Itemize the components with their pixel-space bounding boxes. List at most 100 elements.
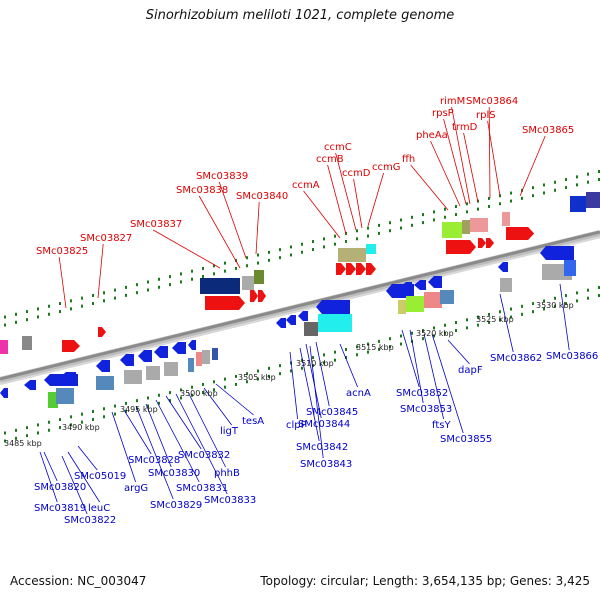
gene-block xyxy=(56,388,74,404)
gene-block xyxy=(242,276,254,290)
forward-leader-line xyxy=(353,178,363,229)
tick-mark xyxy=(422,221,424,225)
tick-mark xyxy=(92,301,94,305)
tick-mark xyxy=(301,366,303,370)
forward-leader-line xyxy=(463,132,479,203)
gene-block xyxy=(502,212,510,226)
tick-mark xyxy=(521,304,523,308)
tick-mark xyxy=(422,213,424,217)
tick-mark xyxy=(576,299,578,303)
forward-leader-line xyxy=(153,229,221,269)
reverse-leader-line xyxy=(431,333,464,434)
forward-leader-line xyxy=(487,120,501,197)
tick-mark xyxy=(191,277,193,281)
genome-summary-text: Topology: circular; Length: 3,654,135 bp… xyxy=(260,574,590,588)
tick-mark xyxy=(444,331,446,335)
reverse-leader-line xyxy=(305,343,322,419)
tick-mark xyxy=(565,294,567,298)
gene-arrow xyxy=(400,282,412,292)
tick-mark xyxy=(433,210,435,214)
reverse-gene-label: SMc03855 xyxy=(440,434,492,445)
gene-block xyxy=(96,376,114,390)
tick-mark xyxy=(15,312,17,316)
tick-mark xyxy=(4,439,6,443)
tick-mark xyxy=(565,186,567,190)
tick-mark xyxy=(169,391,171,395)
tick-mark xyxy=(565,178,567,182)
tick-mark xyxy=(257,369,259,373)
tick-mark xyxy=(312,364,314,368)
reverse-gene-label: SMc03820 xyxy=(34,482,86,493)
gene-arrow xyxy=(188,340,196,350)
reverse-gene-label: SMc03844 xyxy=(298,419,350,430)
tick-mark xyxy=(488,320,490,324)
forward-leader-line xyxy=(443,118,467,205)
tick-mark xyxy=(15,428,17,432)
forward-gene-label: SMc03865 xyxy=(522,125,574,136)
gene-arrow xyxy=(336,263,346,275)
forward-gene-label: SMc03839 xyxy=(196,171,248,182)
gene-arrow xyxy=(96,360,110,372)
reverse-gene-label: SMc03845 xyxy=(306,407,358,418)
tick-mark xyxy=(312,248,314,252)
forward-gene-label: ccmD xyxy=(342,168,371,179)
tick-mark xyxy=(213,380,215,384)
tick-mark xyxy=(444,207,446,211)
tick-mark xyxy=(378,223,380,227)
tick-mark xyxy=(587,180,589,184)
tick-mark xyxy=(246,372,248,376)
reverse-gene-label: SMc03822 xyxy=(64,515,116,526)
tick-mark xyxy=(169,275,171,279)
reverse-gene-label: clpP xyxy=(286,420,307,431)
tick-mark xyxy=(466,210,468,214)
reverse-leader-line xyxy=(203,387,232,426)
gene-arrow xyxy=(540,246,574,260)
reverse-gene-label: SMc03829 xyxy=(150,500,202,511)
tick-mark xyxy=(81,420,83,424)
gene-block xyxy=(338,248,356,262)
scale-label: 3515 kbp xyxy=(356,343,394,352)
tick-mark xyxy=(125,285,127,289)
tick-mark xyxy=(334,350,336,354)
reverse-gene-label: SMc03830 xyxy=(148,468,200,479)
gene-block xyxy=(470,218,488,232)
tick-mark xyxy=(202,391,204,395)
tick-mark xyxy=(488,312,490,316)
gene-arrow xyxy=(258,290,266,302)
forward-leader-line xyxy=(255,201,260,255)
tick-mark xyxy=(301,358,303,362)
tick-mark xyxy=(158,401,160,405)
tick-mark xyxy=(345,355,347,359)
gene-block xyxy=(188,358,194,372)
tick-mark xyxy=(499,318,501,322)
tick-mark xyxy=(598,177,600,181)
reverse-leader-line xyxy=(187,391,226,468)
tick-mark xyxy=(323,245,325,249)
tick-mark xyxy=(433,326,435,330)
tick-mark xyxy=(389,221,391,225)
scale-label: 3485 kbp xyxy=(4,439,42,448)
tick-mark xyxy=(554,180,556,184)
tick-mark xyxy=(213,272,215,276)
tick-mark xyxy=(400,226,402,230)
tick-mark xyxy=(543,307,545,311)
tick-mark xyxy=(235,374,237,378)
scale-label: 3520 kbp xyxy=(416,329,454,338)
tick-mark xyxy=(257,253,259,257)
tick-mark xyxy=(378,231,380,235)
gene-block xyxy=(318,314,352,332)
tick-mark xyxy=(488,196,490,200)
forward-gene-labels: SMc03825 SMc03827 SMc03837 SMc03838 SMc03839… xyxy=(36,96,574,257)
tick-mark xyxy=(103,291,105,295)
tick-mark xyxy=(521,312,523,316)
tick-mark xyxy=(81,304,83,308)
tick-mark xyxy=(92,409,94,413)
gene-block xyxy=(200,278,240,294)
tick-mark xyxy=(389,337,391,341)
tick-mark xyxy=(422,337,424,341)
tick-mark xyxy=(367,350,369,354)
tick-mark xyxy=(37,315,39,319)
gene-block xyxy=(440,290,454,304)
